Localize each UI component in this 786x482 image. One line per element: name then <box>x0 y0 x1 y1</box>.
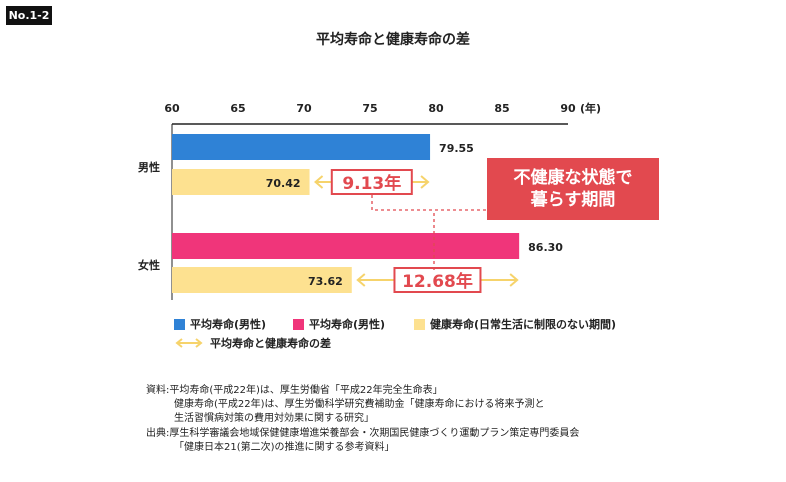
legend-item-male-life: 平均寿命(男性) <box>174 316 266 332</box>
double-arrow-icon <box>175 338 203 348</box>
source-line-1: 資料:平均寿命(平成22年)は、厚生労働省「平成22年完全生命表」 <box>146 385 443 396</box>
x-tick-label: 75 <box>362 102 377 115</box>
legend-label: 健康寿命(日常生活に制限のない期間) <box>430 318 617 331</box>
difference-arrow-right-head <box>420 175 430 189</box>
source-line-4: 出典:厚生科学審議会地域保健健康増進栄養部会・次期国民健康づくり運動プラン策定専… <box>146 428 580 439</box>
healthy-life-value: 70.42 <box>266 177 301 190</box>
source-line-2: 健康寿命(平成22年)は、厚生労働科学研究費補助金「健康寿命における将来予測と <box>174 399 545 410</box>
life-expectancy-value: 86.30 <box>528 241 563 254</box>
callout-line-2: 暮らす期間 <box>530 190 616 210</box>
healthy-life-bar <box>172 169 310 195</box>
callout-connector-male <box>371 195 487 211</box>
life-expectancy-bar <box>172 233 520 259</box>
x-tick-label: 60 <box>164 102 180 115</box>
callout-line-1: 不健康な状態で <box>513 168 633 188</box>
category-label: 女性 <box>138 258 160 272</box>
legend-item-difference: 平均寿命と健康寿命の差 <box>174 335 331 351</box>
legend-label: 平均寿命(男性) <box>190 318 267 331</box>
x-tick-label: 85 <box>494 102 509 115</box>
x-tick-label: 70 <box>296 102 312 115</box>
chart-title: 平均寿命と健康寿命の差 <box>316 32 470 48</box>
difference-label-box <box>330 169 413 195</box>
legend-item-healthy-life: 健康寿命(日常生活に制限のない期間) <box>414 316 616 332</box>
difference-value: 12.68年 <box>402 271 473 292</box>
category-label: 男性 <box>138 160 160 174</box>
legend-label: 平均寿命と健康寿命の差 <box>210 337 331 350</box>
legend-swatch-pink <box>293 318 304 330</box>
legend-label: 平均寿命(男性) <box>309 318 386 331</box>
difference-value: 9.13年 <box>342 173 401 194</box>
legend-item-female-life: 平均寿命(男性) <box>293 316 385 332</box>
difference-label-box <box>393 267 482 293</box>
life-expectancy-value: 79.55 <box>439 142 474 155</box>
x-tick-label: 65 <box>230 102 245 115</box>
healthy-life-bar <box>172 267 352 293</box>
x-axis-unit: (年) <box>580 101 601 115</box>
source-line-3: 生活習慣病対策の費用対効果に関する研究」 <box>174 413 374 424</box>
legend-swatch-yellow <box>414 318 425 330</box>
legend-swatch-blue <box>174 318 185 330</box>
source-line-5: 「健康日本21(第二次)の推進に関する参考資料」 <box>174 442 395 453</box>
healthy-life-value: 73.62 <box>308 275 343 288</box>
difference-arrow-left-head <box>356 273 366 287</box>
x-tick-label: 90 <box>560 102 576 115</box>
callout-box: 不健康な状態で 暮らす期間 <box>487 158 659 220</box>
life-expectancy-bar <box>172 134 431 160</box>
figure-number-badge: No.1-2 <box>6 6 52 25</box>
difference-arrow-left-head <box>314 175 324 189</box>
difference-arrow-right-head <box>509 273 519 287</box>
x-tick-label: 80 <box>428 102 444 115</box>
